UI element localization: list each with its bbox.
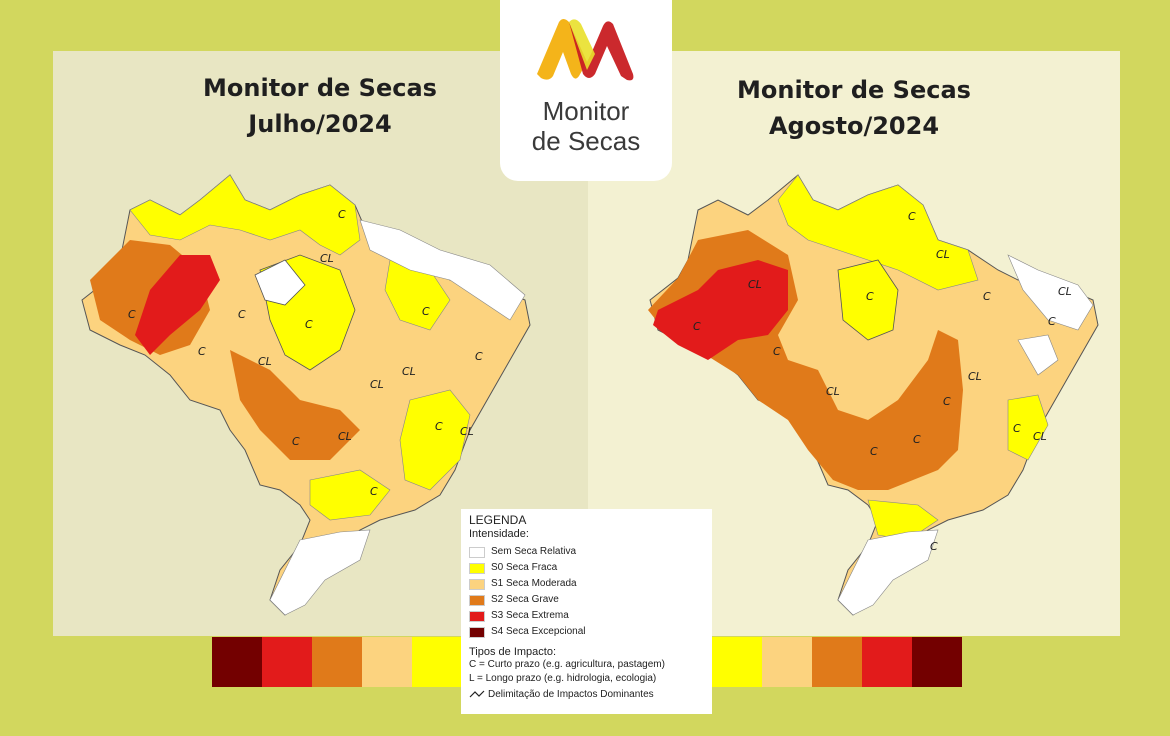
map-label: C <box>238 308 246 321</box>
delimitation-line-icon <box>469 690 485 698</box>
map-label: C <box>943 395 951 408</box>
map-label: C <box>693 320 701 333</box>
map-label: CL <box>320 252 334 265</box>
legend-label: S2 Seca Grave <box>491 594 559 605</box>
legend-swatch <box>469 563 485 574</box>
map-label: CL <box>1033 430 1047 443</box>
map-label: C <box>983 290 991 303</box>
scale-swatch <box>262 637 312 687</box>
monitor-de-secas-logo-icon <box>537 19 634 81</box>
scale-swatch <box>812 637 862 687</box>
legend-label: S3 Seca Extrema <box>491 610 569 621</box>
map-label: C <box>305 318 313 331</box>
legend-label: S0 Seca Fraca <box>491 562 558 573</box>
white-area-south-july <box>269 529 371 616</box>
scale-swatch <box>762 637 812 687</box>
white-area-south-august <box>837 529 939 616</box>
title-july: Monitor de Secas Julho/2024 <box>170 70 470 142</box>
legend: LEGENDA Intensidade: Sem Seca Relativa S… <box>461 509 712 714</box>
map-label: CL <box>968 370 982 383</box>
legend-delimitation: Delimitação de Impactos Dominantes <box>469 689 654 700</box>
logo-line2: de Secas <box>531 126 641 156</box>
map-label: CL <box>748 278 762 291</box>
s0-area-north-august <box>777 174 979 291</box>
color-scale-left <box>212 637 462 687</box>
map-label: C <box>1013 422 1021 435</box>
map-label: CL <box>370 378 384 391</box>
title-august-line1: Monitor de Secas <box>737 76 971 104</box>
map-label: C <box>435 420 443 433</box>
s2-area-center-july <box>230 350 360 460</box>
legend-swatch <box>469 579 485 590</box>
map-label: C <box>475 350 483 363</box>
scale-swatch <box>912 637 962 687</box>
map-label: C <box>1048 315 1056 328</box>
scale-swatch <box>362 637 412 687</box>
white-area-north-july <box>254 259 306 306</box>
title-august-line2: Agosto/2024 <box>768 112 940 140</box>
scale-swatch <box>212 637 262 687</box>
s0-area-east-july <box>399 389 471 491</box>
map-label: CL <box>338 430 352 443</box>
scale-swatch <box>412 637 462 687</box>
map-label: C <box>866 290 874 303</box>
s0-area-south-july <box>309 469 391 521</box>
map-label: C <box>198 345 206 358</box>
s0-area-east-august <box>1007 394 1049 461</box>
map-label: CL <box>936 248 950 261</box>
title-august: Monitor de Secas Agosto/2024 <box>704 72 1004 144</box>
legend-swatch <box>469 547 485 558</box>
legend-swatch <box>469 595 485 606</box>
legend-intensity-heading: Intensidade: <box>469 528 529 540</box>
white-area-coast-august <box>1017 334 1059 376</box>
legend-delimitation-label: Delimitação de Impactos Dominantes <box>488 689 654 700</box>
s0-area-central-august <box>837 259 899 341</box>
legend-label: Sem Seca Relativa <box>491 546 577 557</box>
map-label: CL <box>826 385 840 398</box>
legend-impact-short: C = Curto prazo (e.g. agricultura, pasta… <box>469 659 665 670</box>
logo-line1: Monitor <box>542 96 630 126</box>
legend-impact-heading: Tipos de Impacto: <box>469 646 557 658</box>
drought-map-august: C CL CL C C C C CL CL C C C C CL C CL C <box>648 174 1099 616</box>
legend-label: S1 Seca Moderada <box>491 578 577 589</box>
map-label: C <box>292 435 300 448</box>
map-labels-july: C CL C C C C CL CL CL C CL C C C C CL <box>128 208 483 498</box>
white-area-northeast-july <box>359 219 526 321</box>
map-label: C <box>338 208 346 221</box>
scale-swatch <box>862 637 912 687</box>
map-label: C <box>370 485 378 498</box>
logo-text: Monitor de Secas <box>500 96 672 156</box>
legend-impact-long: L = Longo prazo (e.g. hidrologia, ecolog… <box>469 673 657 684</box>
scale-swatch <box>712 637 762 687</box>
map-label: C <box>870 445 878 458</box>
title-july-line2: Julho/2024 <box>248 110 392 138</box>
map-label: C <box>128 308 136 321</box>
s0-area-south-august <box>867 499 939 541</box>
legend-title: LEGENDA <box>469 513 527 527</box>
map-label: CL <box>402 365 416 378</box>
map-label: CL <box>258 355 272 368</box>
map-label: C <box>422 305 430 318</box>
legend-label: S4 Seca Excepcional <box>491 626 586 637</box>
map-label: CL <box>1058 285 1072 298</box>
s3-area-acre-august <box>653 260 788 360</box>
white-area-northeast-august <box>1007 254 1094 331</box>
map-label: C <box>930 540 938 553</box>
map-label: CL <box>460 425 474 438</box>
legend-swatch <box>469 627 485 638</box>
map-label: C <box>913 433 921 446</box>
color-scale-right <box>712 637 962 687</box>
s3-area-acre-july <box>135 255 220 355</box>
map-labels-august: C CL CL C C C C CL CL C C C C CL C CL C <box>693 210 1072 553</box>
s0-area-north-july <box>129 174 361 256</box>
legend-swatch <box>469 611 485 622</box>
scale-swatch <box>312 637 362 687</box>
map-label: C <box>908 210 916 223</box>
drought-map-july: C CL C C C C CL CL CL C CL C C C C CL <box>81 174 531 616</box>
map-label: C <box>773 345 781 358</box>
logo-card: Monitor de Secas <box>500 0 672 181</box>
title-july-line1: Monitor de Secas <box>203 74 437 102</box>
